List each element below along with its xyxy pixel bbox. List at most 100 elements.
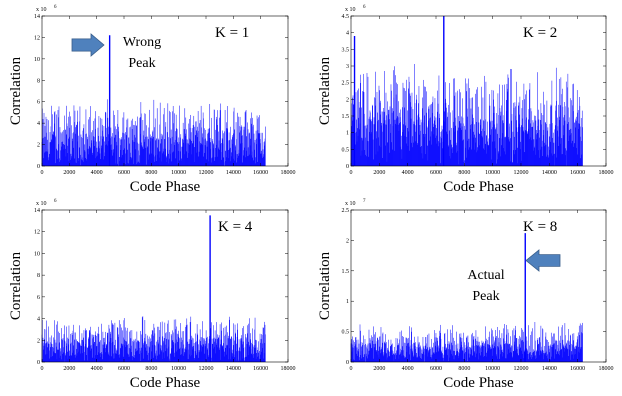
y-tick-label: 2 <box>346 97 349 103</box>
x-tick-label: 6000 <box>118 170 130 176</box>
annotation-1: Wrong Peak <box>71 33 161 71</box>
y-tick-label: 10 <box>34 251 40 257</box>
x-tick-label: 14000 <box>542 366 557 372</box>
y-tick-label: 0 <box>346 164 349 170</box>
x-tick-label: 4000 <box>402 170 414 176</box>
series-noise <box>41 99 266 166</box>
x-axis-label: Code Phase <box>130 375 201 391</box>
y-tick-label: 10 <box>34 57 40 63</box>
x-tick-label: 8000 <box>458 366 470 372</box>
x-tick-label: 10000 <box>485 170 500 176</box>
x-tick-label: 0 <box>350 366 353 372</box>
x-tick-label: 18000 <box>281 366 296 372</box>
x-tick-label: 10000 <box>171 170 186 176</box>
x-tick-label: 18000 <box>599 366 614 372</box>
x-tick-label: 18000 <box>281 170 296 176</box>
series-noise <box>41 316 266 362</box>
subplot-2: 0 2000 4000 6000 8000 10000 12000 14000 16000 180… <box>317 5 614 195</box>
annotation-text: Peak <box>472 289 499 304</box>
x-tick-label: 2000 <box>373 366 385 372</box>
y-tick-label: 2.5 <box>342 81 350 87</box>
y-exponent: x 10 <box>345 7 356 13</box>
x-tick-label: 14000 <box>226 366 241 372</box>
noise-trace <box>350 63 583 166</box>
y-tick-label: 2 <box>37 338 40 344</box>
x-tick-label: 6000 <box>118 366 130 372</box>
annotation-text: Wrong <box>123 35 161 50</box>
y-tick-label: 6 <box>37 295 40 301</box>
y-tick-label: 4 <box>346 31 349 37</box>
noise-trace <box>41 316 266 362</box>
panel-k-label: K = 2 <box>523 25 557 41</box>
axes-box <box>350 209 607 363</box>
y-tick-label: 1 <box>346 131 349 137</box>
x-tick-label: 14000 <box>226 170 241 176</box>
y-exponent-power: 6 <box>54 199 57 204</box>
y-exponent: x 10 <box>36 7 47 13</box>
x-axis-label: Code Phase <box>130 179 201 195</box>
y-tick-label: 1.5 <box>342 114 350 120</box>
x-axis-label: Code Phase <box>443 375 514 391</box>
axes-box <box>41 15 289 167</box>
subplot-1: 0 2000 4000 6000 8000 10000 12000 14000 16000 180… <box>8 5 296 195</box>
x-tick-label: 10000 <box>171 366 186 372</box>
x-tick-label: 0 <box>41 366 44 372</box>
x-tick-label: 12000 <box>514 366 529 372</box>
y-exponent: x 10 <box>345 201 356 207</box>
x-tick-label: 2000 <box>63 170 75 176</box>
y-tick-label: 2 <box>37 143 40 149</box>
x-tick-label: 4000 <box>91 366 103 372</box>
y-tick-label: 3.5 <box>342 47 350 53</box>
annotation-4: Actual Peak <box>467 249 561 304</box>
x-tick-label: 8000 <box>145 366 157 372</box>
y-exponent: x 10 <box>36 201 47 207</box>
block-arrow-icon <box>525 249 561 272</box>
x-tick-label: 12000 <box>199 170 214 176</box>
y-tick-label: 0.5 <box>342 147 350 153</box>
panel-k-label: K = 8 <box>523 219 557 235</box>
axes-box <box>350 15 607 167</box>
x-tick-label: 0 <box>41 170 44 176</box>
subplot-4: 0 2000 4000 6000 8000 10000 12000 14000 16000 180… <box>317 199 614 391</box>
y-tick-label: 3 <box>346 64 349 70</box>
x-tick-label: 6000 <box>430 366 442 372</box>
y-tick-label: 1.5 <box>342 269 350 275</box>
annotation-text: Actual <box>467 268 504 283</box>
x-tick-label: 16000 <box>253 366 268 372</box>
y-tick-label: 0 <box>37 360 40 366</box>
y-tick-label: 14 <box>34 14 40 20</box>
x-tick-label: 8000 <box>458 170 470 176</box>
y-tick-label: 2.5 <box>342 208 350 214</box>
y-tick-label: 8 <box>37 78 40 84</box>
y-exponent-power: 7 <box>363 199 366 204</box>
x-tick-label: 12000 <box>199 366 214 372</box>
y-axis-label: Correlation <box>317 251 333 320</box>
y-tick-label: 4 <box>37 317 40 323</box>
y-tick-label: 4 <box>37 121 40 127</box>
x-tick-label: 18000 <box>599 170 614 176</box>
x-tick-label: 4000 <box>91 170 103 176</box>
series-noise <box>350 322 583 362</box>
y-axis-label: Correlation <box>8 56 24 125</box>
x-tick-label: 14000 <box>542 170 557 176</box>
y-tick-label: 1 <box>346 299 349 305</box>
x-tick-label: 16000 <box>570 366 585 372</box>
y-tick-label: 14 <box>34 208 40 214</box>
x-axis-label: Code Phase <box>443 179 514 195</box>
block-arrow-icon <box>71 33 105 57</box>
x-tick-label: 6000 <box>430 170 442 176</box>
y-axis-label: Correlation <box>8 251 24 320</box>
y-tick-label: 2 <box>346 238 349 244</box>
y-exponent-power: 6 <box>54 5 57 10</box>
y-tick-label: 4.5 <box>342 14 350 20</box>
y-tick-label: 0 <box>346 360 349 366</box>
x-tick-label: 0 <box>350 170 353 176</box>
noise-trace <box>350 322 583 362</box>
panel-k-label: K = 1 <box>215 25 249 41</box>
x-tick-label: 8000 <box>145 170 157 176</box>
y-tick-label: 12 <box>34 230 40 236</box>
annotation-text: Peak <box>128 56 155 71</box>
y-axis-label: Correlation <box>317 56 333 125</box>
x-tick-label: 16000 <box>570 170 585 176</box>
